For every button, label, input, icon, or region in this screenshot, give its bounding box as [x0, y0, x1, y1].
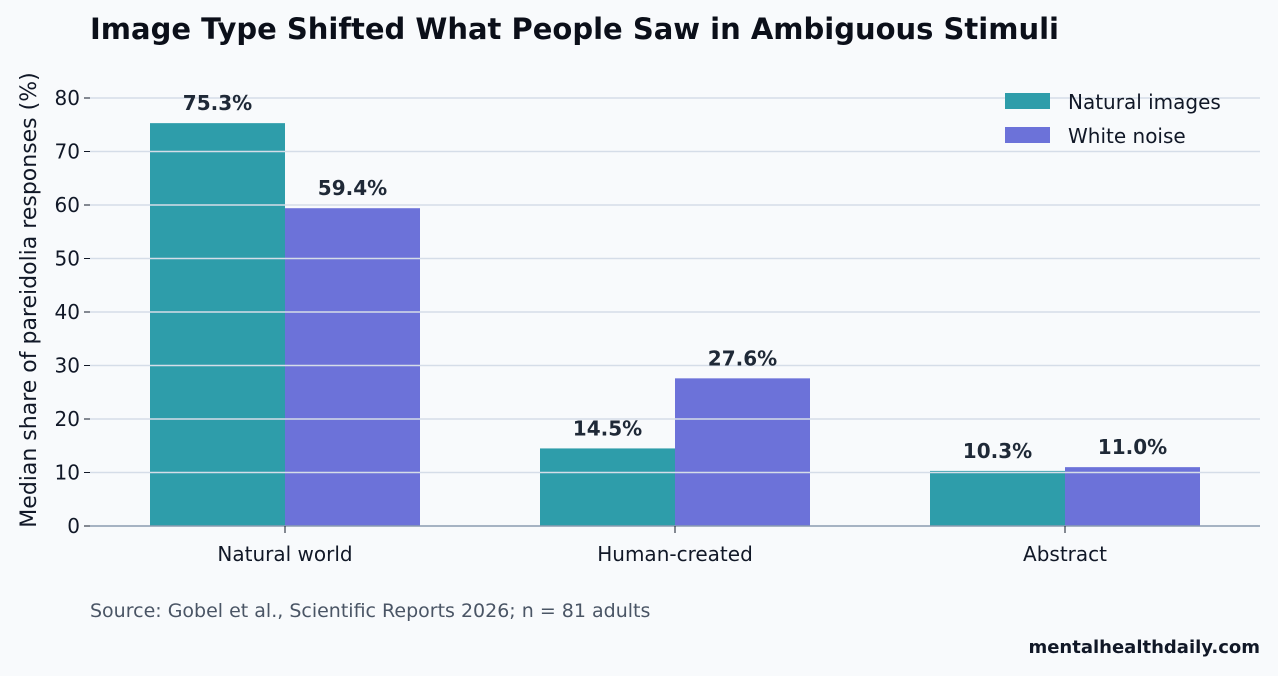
bar-value-labels: 75.3% 14.5% 10.3% 59.4% 27.6% 11.0% [183, 91, 1167, 463]
x-axis: Natural world Human-created Abstract [90, 525, 1260, 566]
bar-white-noise [285, 208, 420, 526]
bar-white-noise [1065, 467, 1200, 526]
y-tick-label: 10 [55, 461, 80, 485]
bar-value-label: 14.5% [573, 416, 642, 440]
bar-value-label: 59.4% [318, 176, 387, 200]
bar-natural-images [930, 470, 1065, 526]
y-axis: 0 10 20 30 40 50 60 70 80 [55, 86, 90, 538]
y-tick-label: 50 [55, 247, 80, 271]
brand-label: mentalhealthdaily.com [1028, 637, 1260, 658]
chart-title: Image Type Shifted What People Saw in Am… [90, 12, 1059, 46]
y-tick-label: 80 [55, 86, 80, 110]
gridlines [90, 97, 1260, 474]
legend-label: Natural images [1068, 90, 1221, 114]
legend-swatch [1005, 127, 1050, 143]
legend-label: White noise [1068, 124, 1186, 148]
y-axis-label: Median share of pareidolia responses (%) [17, 72, 42, 527]
legend: Natural images White noise [1005, 90, 1221, 148]
bar-value-label: 10.3% [963, 439, 1032, 463]
x-tick-label: Natural world [217, 542, 352, 566]
y-tick-label: 30 [55, 354, 80, 378]
x-tick-label: Abstract [1023, 542, 1107, 566]
bars [150, 123, 1200, 527]
bar-value-label: 75.3% [183, 91, 252, 115]
y-tick-label: 40 [55, 300, 80, 324]
bar-value-label: 27.6% [708, 346, 777, 370]
y-tick-label: 60 [55, 193, 80, 217]
bar-natural-images [150, 123, 285, 527]
source-note: Source: Gobel et al., Scientific Reports… [90, 600, 651, 622]
y-tick-label: 0 [67, 514, 80, 538]
legend-swatch [1005, 93, 1050, 109]
y-tick-label: 70 [55, 140, 80, 164]
y-tick-label: 20 [55, 407, 80, 431]
bar-white-noise [675, 378, 810, 526]
bar-value-label: 11.0% [1098, 435, 1167, 459]
x-tick-label: Human-created [597, 542, 753, 566]
bar-natural-images [540, 448, 675, 526]
